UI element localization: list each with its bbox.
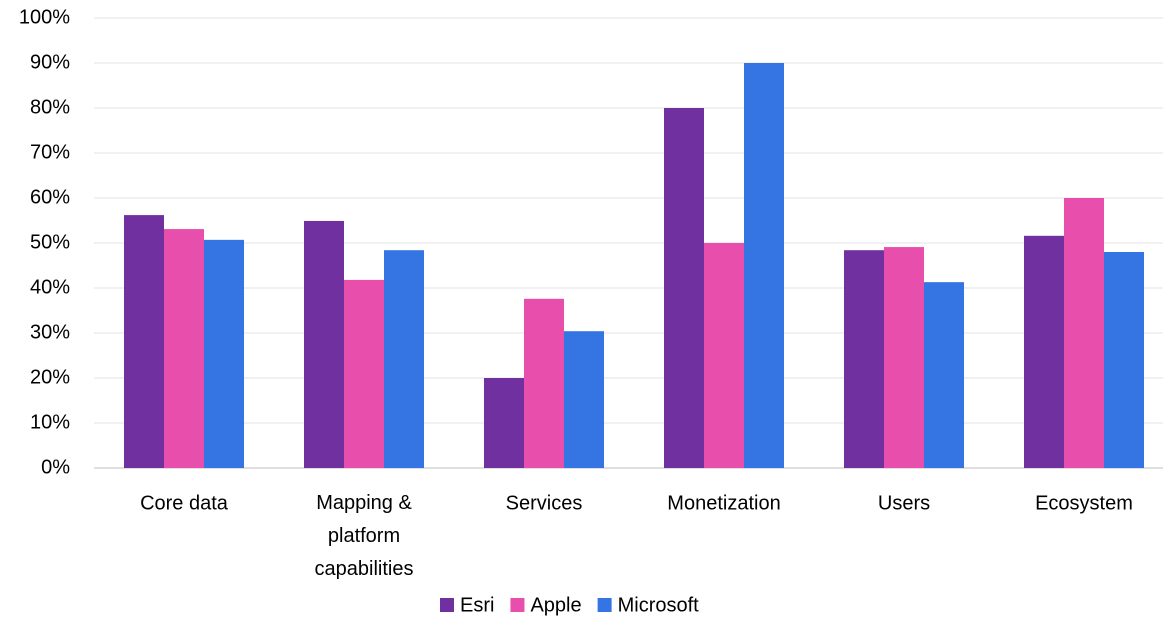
legend-swatch xyxy=(597,598,612,612)
legend-label: Microsoft xyxy=(618,594,700,616)
x-tick-label: Monetization xyxy=(667,492,780,514)
x-tick-label: Services xyxy=(506,492,583,514)
bar xyxy=(484,378,524,468)
bar xyxy=(1024,235,1064,468)
bar xyxy=(1104,252,1144,468)
y-tick-label: 20% xyxy=(30,366,70,388)
bar xyxy=(744,63,784,468)
y-tick-label: 0% xyxy=(41,456,70,478)
bar xyxy=(124,215,164,468)
bar xyxy=(704,243,744,468)
x-tick-label: Core data xyxy=(140,492,229,514)
bar xyxy=(844,250,884,468)
bar xyxy=(304,220,344,468)
x-tick-label: Mapping & platform capabilities xyxy=(315,492,414,580)
y-tick-label: 80% xyxy=(30,96,70,118)
legend-swatch xyxy=(440,598,454,612)
bar xyxy=(204,239,244,468)
legend-label: Apple xyxy=(530,594,581,616)
legend-swatch xyxy=(510,598,525,612)
bar xyxy=(884,247,924,468)
bar xyxy=(384,250,424,468)
y-tick-label: 90% xyxy=(30,51,70,73)
y-tick-label: 30% xyxy=(30,321,70,343)
y-tick-label: 10% xyxy=(30,411,70,433)
legend-label: Esri xyxy=(460,594,494,616)
x-tick-label: Ecosystem xyxy=(1035,492,1133,514)
y-tick-label: 40% xyxy=(30,276,70,298)
bar xyxy=(344,279,384,468)
bar xyxy=(924,282,964,468)
y-tick-label: 100% xyxy=(19,6,70,28)
bar xyxy=(564,331,604,468)
bar xyxy=(1064,198,1104,468)
bar xyxy=(524,298,564,468)
bar xyxy=(164,229,204,468)
y-tick-label: 70% xyxy=(30,141,70,163)
y-tick-label: 60% xyxy=(30,186,70,208)
y-tick-label: 50% xyxy=(30,231,70,253)
bar xyxy=(664,108,704,468)
x-tick-label: Users xyxy=(878,492,930,514)
